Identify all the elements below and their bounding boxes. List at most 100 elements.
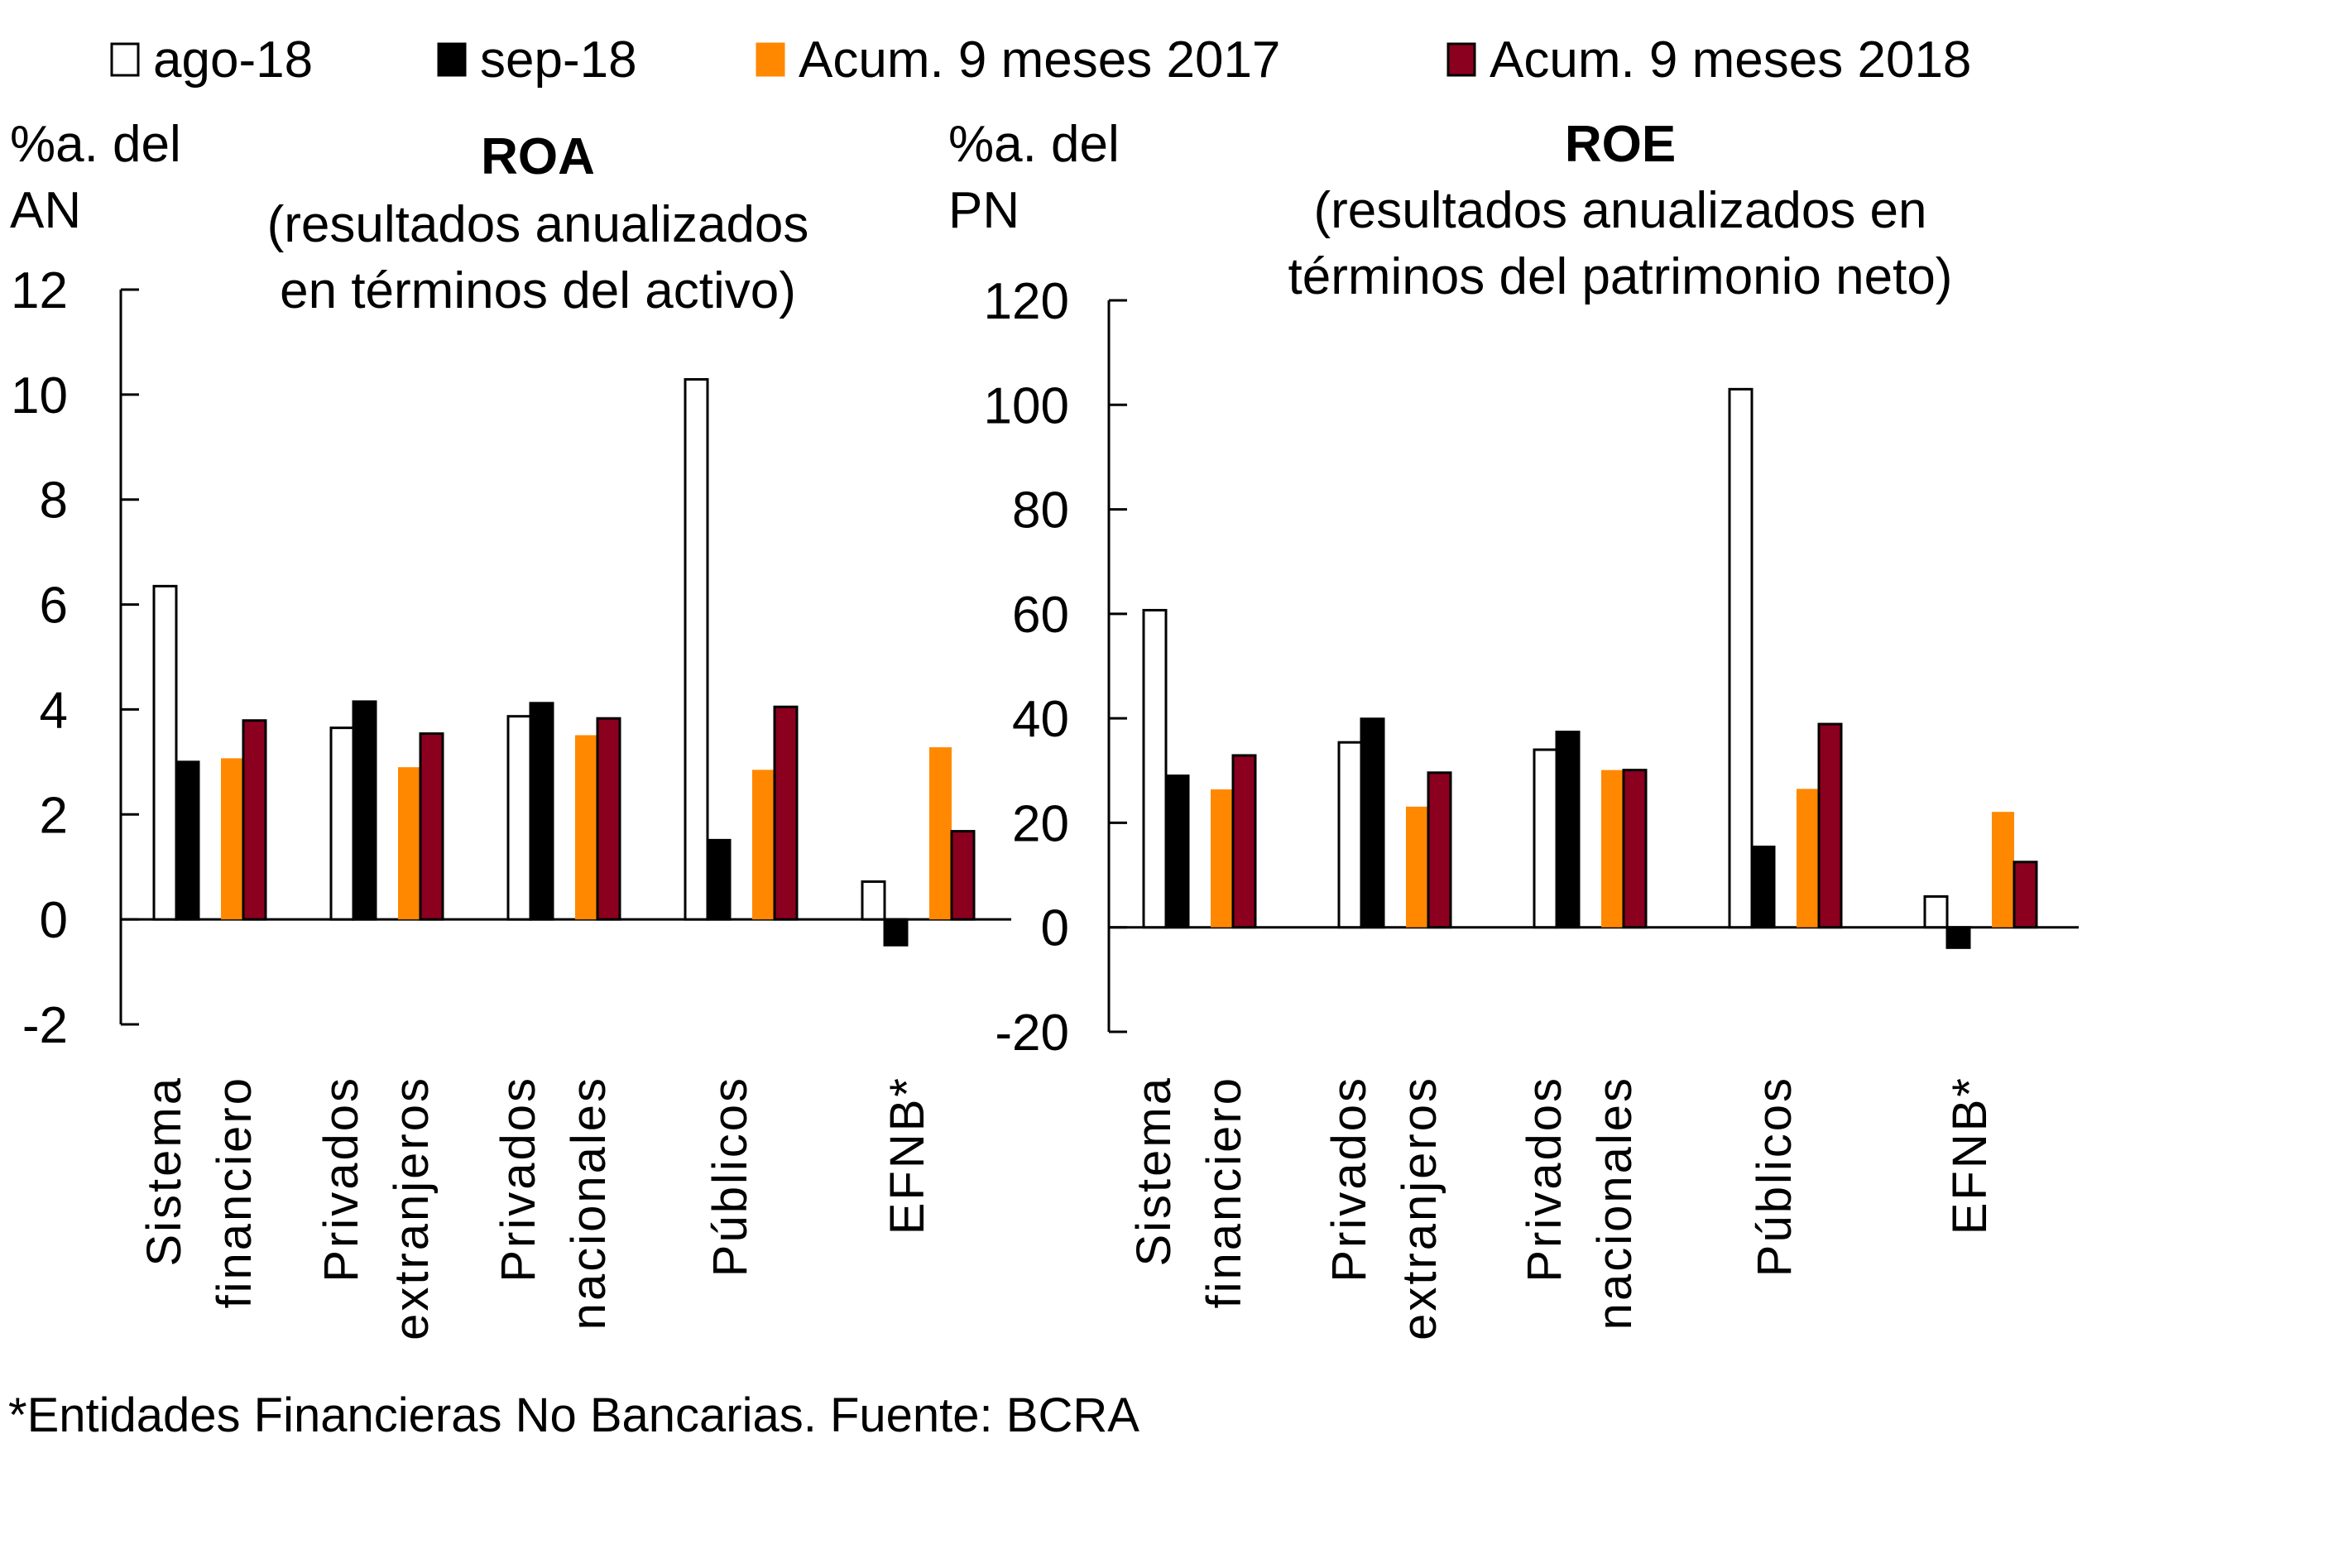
x-category-label-line: EFNB* [1943, 1076, 1997, 1235]
x-category-label-line: Públicos [703, 1076, 757, 1277]
bar-sep-18-privados-nacionales [1555, 731, 1581, 929]
bar-group-efnb [1923, 812, 2038, 949]
bar-group-sistema-financiero [152, 584, 267, 921]
bar-acum-9-meses-2018-p-blicos [1817, 722, 1843, 929]
x-category-label: EFNB* [880, 1076, 934, 1235]
x-category-label-line: Privados [314, 1076, 368, 1283]
bar-acum-9-meses-2018-privados-extranjeros [419, 732, 444, 921]
bar-acum-9-meses-2017-p-blicos [752, 770, 775, 920]
roa-chart: %a. del AN ROA (resultados anualizados en té… [10, 116, 1011, 1340]
bar-acum-9-meses-2017-p-blicos [1797, 789, 1819, 928]
x-category-label-line: financiero [1197, 1076, 1251, 1308]
legend-label: sep-18 [480, 31, 637, 89]
chart-subtitle: en términos del activo) [280, 262, 796, 319]
bar-ago-18-privados-extranjeros [329, 726, 355, 921]
bar-group-efnb [861, 747, 976, 947]
y-tick-label: 4 [40, 682, 68, 739]
x-category-label: Públicos [703, 1076, 757, 1277]
bar-ago-18-privados-extranjeros [1337, 741, 1363, 929]
bar-sep-18-p-blicos [1750, 845, 1776, 929]
y-tick-label: 10 [11, 367, 68, 424]
x-category-label: Públicos [1748, 1076, 1801, 1277]
bar-sep-18-privados-nacionales [529, 702, 554, 921]
legend-item-ago-18: ago-18 [110, 31, 313, 89]
bar-ago-18-sistema-financiero [1142, 608, 1168, 929]
bar-group-privados-nacionales [506, 702, 621, 921]
x-category-label-line: Privados [492, 1076, 545, 1283]
y-axis-unit-label: %a. del [10, 116, 181, 173]
x-category-label-line: Sistema [1127, 1076, 1181, 1267]
y-tick-label: 2 [40, 787, 68, 844]
y-tick-label: 60 [1012, 587, 1069, 644]
bar-acum-9-meses-2018-p-blicos [773, 705, 799, 921]
legend-item-acum-9-meses-2018: Acum. 9 meses 2018 [1446, 31, 1971, 89]
bar-ago-18-privados-nacionales [506, 715, 532, 921]
x-category-label-line: Privados [1518, 1076, 1571, 1283]
x-category-label: Sistema financiero [1127, 1076, 1251, 1308]
legend-item-sep-18: sep-18 [437, 31, 637, 89]
bar-sep-18-privados-extranjeros [1360, 717, 1385, 929]
bar-acum-9-meses-2018-sistema-financiero [1231, 754, 1257, 929]
footnote: *Entidades Financieras No Bancarias. Fue… [8, 1388, 1139, 1442]
bar-group-privados-extranjeros [1337, 717, 1452, 929]
bar-ago-18-sistema-financiero [152, 584, 178, 921]
y-tick-label: -20 [995, 1005, 1069, 1062]
y-axis-unit-label: AN [10, 182, 81, 239]
y-tick-label: 12 [11, 262, 68, 319]
x-category-label-line: Sistema [137, 1076, 191, 1267]
x-category-label-line: Públicos [1748, 1076, 1801, 1277]
bar-ago-18-privados-nacionales [1533, 748, 1558, 929]
bar-acum-9-meses-2017-efnb [1992, 812, 2014, 928]
y-axis-unit-label: %a. del [948, 116, 1120, 173]
x-category-label-line: financiero [208, 1076, 261, 1308]
bar-group-p-blicos [1728, 387, 1843, 929]
chart-subtitle: (resultados anualizados en [1313, 182, 1926, 239]
x-category-label-line: extranjeros [1393, 1076, 1446, 1340]
x-category-label: Privados nacionales [492, 1076, 616, 1330]
chart-subtitle: términos del patrimonio neto) [1288, 248, 1953, 305]
y-tick-label: 0 [1041, 900, 1069, 957]
x-category-label-line: nacionales [562, 1076, 616, 1330]
y-tick-label: 8 [40, 472, 68, 530]
legend: ago-18 sep-18 Acum. 9 meses 2017 Acum. 9 me… [110, 31, 1971, 89]
x-category-label-line: EFNB* [880, 1076, 934, 1235]
y-tick-label: 20 [1012, 795, 1069, 852]
bar-acum-9-meses-2018-privados-nacionales [596, 717, 621, 921]
y-tick-label: 40 [1012, 691, 1069, 748]
bar-sep-18-sistema-financiero [175, 760, 200, 921]
bar-acum-9-meses-2017-privados-nacionales [575, 735, 597, 920]
x-category-label: Sistema financiero [137, 1076, 261, 1308]
chart-title: ROE [1565, 116, 1676, 173]
bar-sep-18-efnb [1945, 926, 1971, 949]
x-category-label: Privados extranjeros [1322, 1076, 1446, 1340]
y-tick-label: 120 [984, 273, 1069, 330]
legend-swatch-sep-18 [437, 42, 467, 77]
bar-ago-18-p-blicos [1728, 387, 1754, 929]
y-axis-unit-label: PN [948, 182, 1019, 239]
legend-label: Acum. 9 meses 2017 [799, 31, 1280, 89]
bar-acum-9-meses-2018-sistema-financiero [242, 719, 267, 921]
bar-acum-9-meses-2018-efnb [2013, 861, 2038, 929]
bar-acum-9-meses-2017-privados-extranjeros [1406, 806, 1428, 928]
y-tick-label: 6 [40, 578, 68, 635]
y-tick-label: -2 [22, 997, 68, 1054]
bar-acum-9-meses-2018-privados-nacionales [1622, 769, 1648, 929]
y-tick-label: 0 [40, 892, 68, 949]
bar-acum-9-meses-2018-efnb [950, 830, 976, 921]
chart-title: ROA [481, 128, 595, 185]
bar-acum-9-meses-2017-sistema-financiero [221, 758, 243, 920]
bar-acum-9-meses-2017-efnb [929, 747, 952, 920]
y-tick-label: 100 [984, 377, 1069, 434]
bar-group-sistema-financiero [1142, 608, 1257, 929]
bar-sep-18-sistema-financiero [1164, 774, 1190, 929]
bar-acum-9-meses-2018-privados-extranjeros [1427, 771, 1452, 929]
bar-acum-9-meses-2017-sistema-financiero [1211, 789, 1233, 928]
roe-chart: %a. del PN ROE (resultados anualizados en té… [948, 116, 2079, 1340]
bar-ago-18-efnb [1923, 894, 1949, 929]
bar-sep-18-privados-extranjeros [352, 700, 377, 921]
x-category-label: EFNB* [1943, 1076, 1997, 1235]
chart-subtitle: (resultados anualizados [267, 196, 809, 253]
x-category-label-line: Privados [1322, 1076, 1376, 1283]
legend-label: Acum. 9 meses 2018 [1490, 31, 1971, 89]
